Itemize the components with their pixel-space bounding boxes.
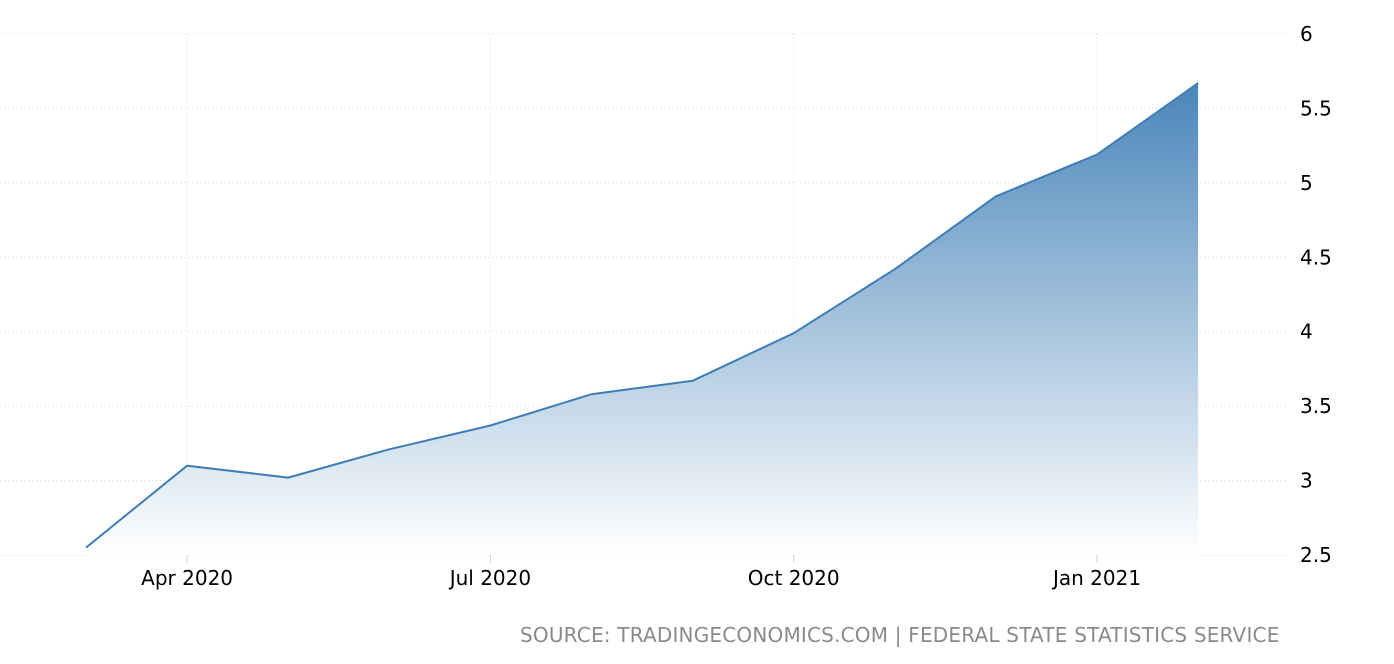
y-tick-label: 5 [1300,171,1313,195]
y-tick-label: 4 [1300,320,1313,344]
y-tick-label: 3 [1300,469,1313,493]
y-tick-label: 3.5 [1300,394,1332,418]
x-tick-label: Oct 2020 [748,566,840,590]
y-axis: 2.5 3 3.5 4 4.5 5 5.5 6 [1300,22,1332,567]
x-tick-label: Jul 2020 [448,566,531,590]
series-line [85,82,1199,549]
x-axis: Apr 2020 Jul 2020 Oct 2020 Jan 2021 [141,555,1141,590]
area-fill [86,83,1199,555]
y-tick-label: 6 [1300,22,1313,46]
area-series [85,82,1199,555]
y-tick-label: 2.5 [1300,543,1332,567]
source-attribution: SOURCE: TRADINGECONOMICS.COM | FEDERAL S… [520,623,1280,647]
y-tick-label: 5.5 [1300,96,1332,120]
y-tick-label: 4.5 [1300,245,1332,269]
x-tick-label: Jan 2021 [1051,566,1141,590]
x-tick-label: Apr 2020 [141,566,233,590]
